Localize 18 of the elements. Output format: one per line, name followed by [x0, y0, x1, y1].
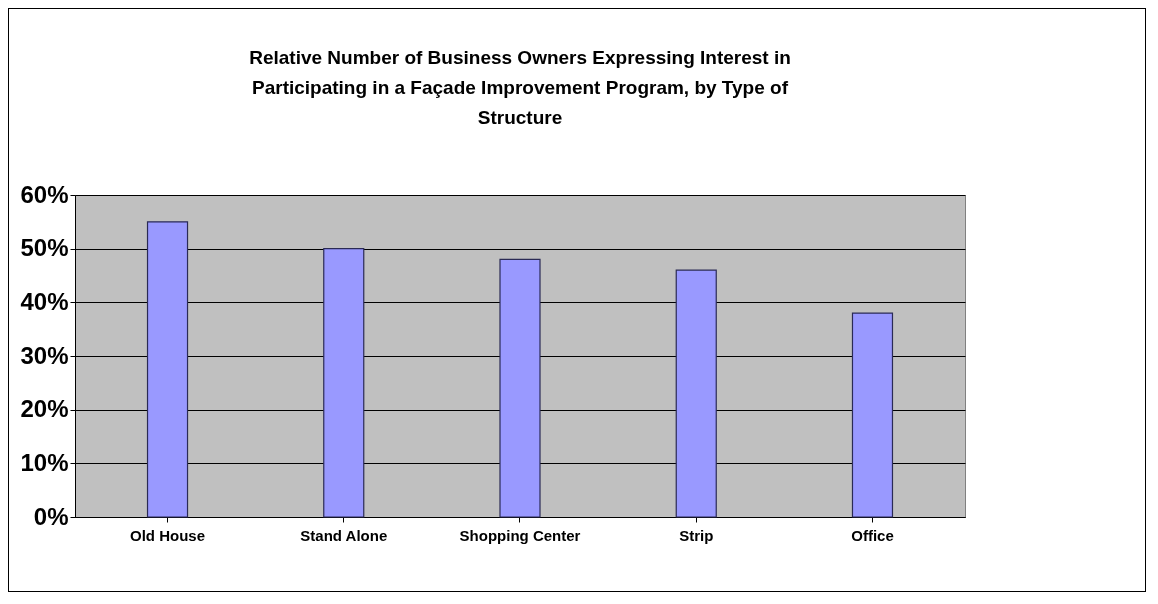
y-tick-label: 10%: [20, 448, 69, 476]
bar: [146, 221, 189, 518]
y-tick-label: 40%: [20, 287, 69, 315]
y-tick-label: 0%: [33, 502, 69, 530]
y-tick-label: 20%: [20, 395, 69, 423]
x-tick-label: Old House: [130, 526, 206, 544]
y-tick-label: 50%: [20, 234, 69, 262]
chart-title: Relative Number of Business Owners Expressing Interest in Participating in a Façade Improvement Program, by Type of Structure: [249, 47, 791, 128]
x-tick-label: Stand Alone: [300, 526, 388, 544]
x-tick-label: Office: [851, 526, 894, 544]
y-tick-label: 60%: [20, 180, 69, 208]
bar: [323, 248, 365, 518]
bar: [851, 312, 894, 518]
bar: [675, 269, 717, 518]
bar: [499, 258, 541, 518]
x-tick-label: Strip: [679, 526, 714, 544]
x-tick-label: Shopping Center: [459, 526, 581, 544]
y-tick-label: 30%: [20, 341, 69, 369]
